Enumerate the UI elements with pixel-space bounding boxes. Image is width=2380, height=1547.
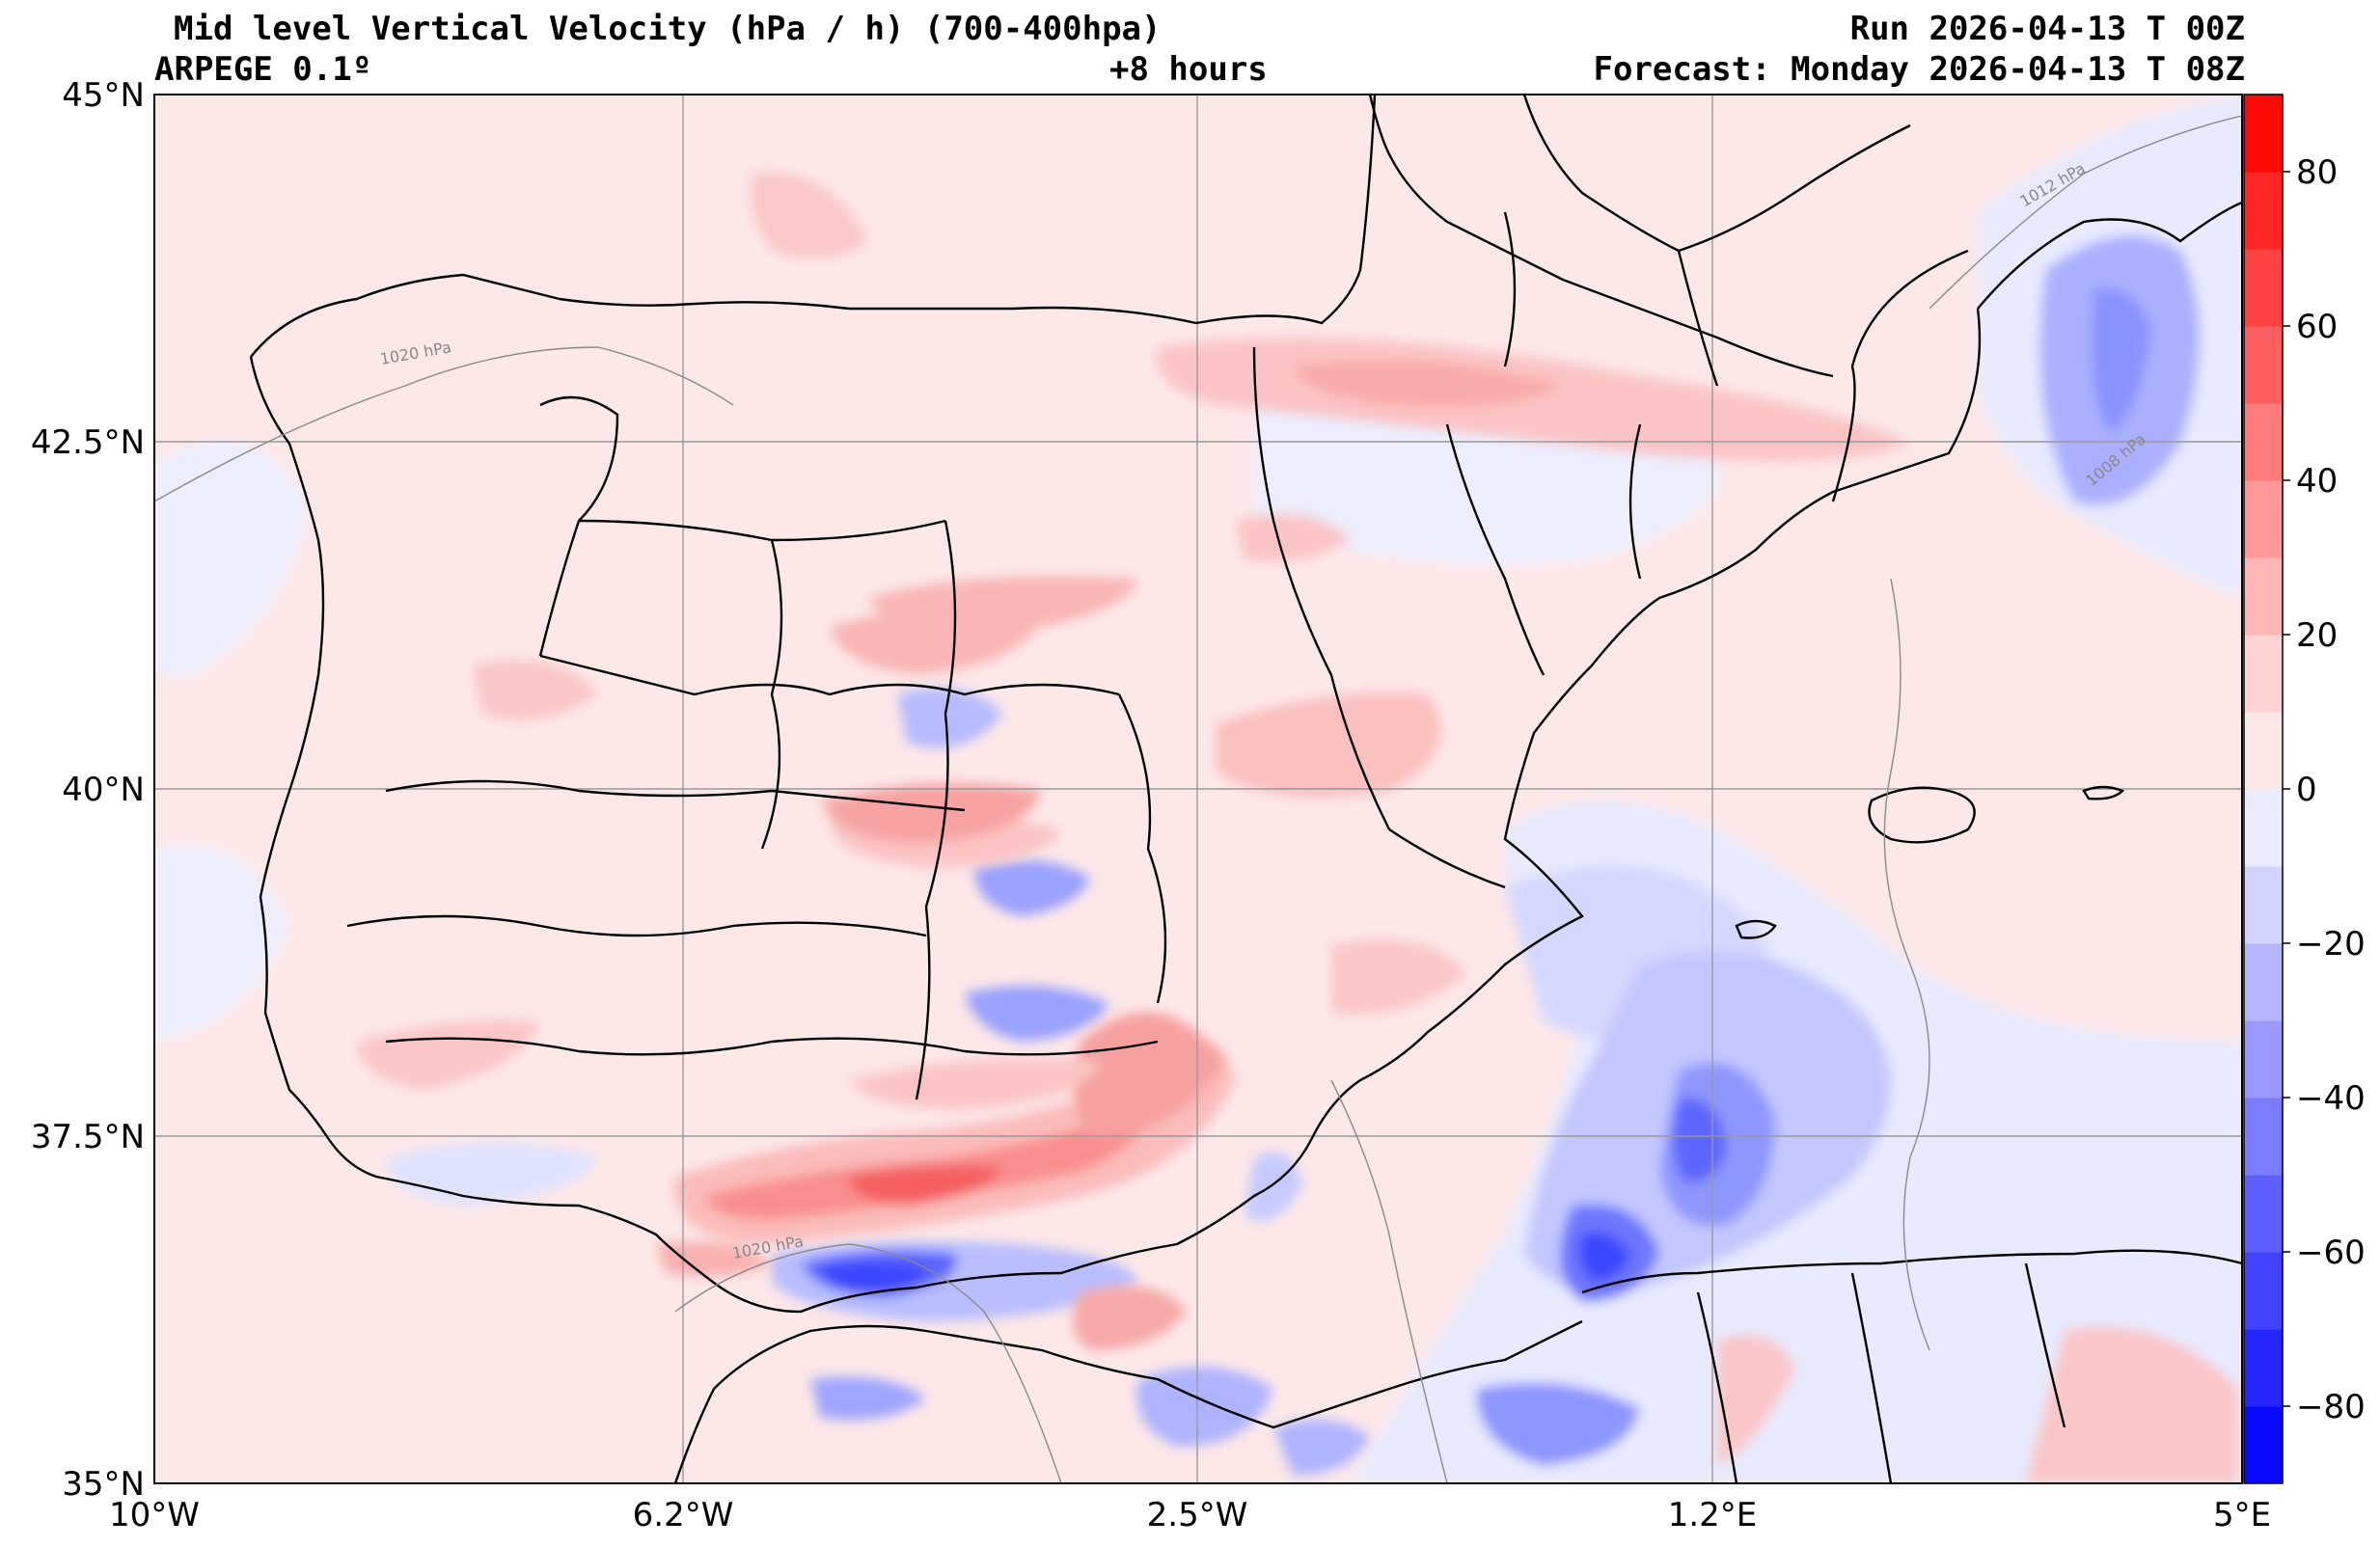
colorbar-tick-label: 40: [2296, 462, 2338, 501]
x-tick-label: 1.2°E: [1668, 1496, 1758, 1534]
colorbar-segment: [2244, 249, 2283, 327]
field-layer-positive: [357, 172, 2238, 1483]
colorbar-tick-label: −40: [2296, 1079, 2366, 1118]
y-tick-label: 42.5°N: [31, 423, 145, 462]
x-tick-label: 5°E: [2213, 1496, 2271, 1534]
colorbar-segment: [2244, 866, 2283, 944]
colorbar-segment: [2244, 712, 2283, 790]
colorbar-segment: [2244, 635, 2283, 713]
colorbar-tick-label: −20: [2296, 925, 2366, 963]
colorbar-segment: [2244, 403, 2283, 481]
colorbar: 80 60 40 20 0 −20 −40 −60 −80: [2243, 94, 2366, 1484]
colorbar-tick-label: −80: [2296, 1388, 2366, 1426]
colorbar-tick-label: −60: [2296, 1234, 2366, 1272]
y-axis: 35°N 37.5°N 40°N 42.5°N 45°N: [31, 76, 145, 1504]
map-title: Mid level Vertical Velocity (hPa / h) (7…: [174, 10, 1162, 48]
colorbar-segment: [2244, 789, 2283, 867]
colorbar-tick-label: 0: [2296, 771, 2317, 809]
y-tick-label: 40°N: [62, 771, 145, 809]
plot-frame: [153, 94, 2243, 1484]
colorbar-segment: [2244, 95, 2283, 173]
run-label: Run 2026-04-13 T 00Z: [1849, 10, 2245, 48]
colorbar-tick-label: 60: [2296, 308, 2338, 346]
colorbar-segment: [2244, 943, 2283, 1021]
x-axis: 10°W 6.2°W 2.5°W 1.2°E 5°E: [109, 1496, 2271, 1534]
y-tick-label: 37.5°N: [31, 1118, 145, 1156]
x-tick-label: 6.2°W: [633, 1496, 734, 1534]
colorbar-segment: [2244, 557, 2283, 636]
graticule: [154, 95, 2242, 1483]
coastlines: [249, 95, 2242, 1483]
lead-time: +8 hours: [1109, 50, 1268, 89]
colorbar-segment: [2244, 480, 2283, 558]
isobars: [154, 115, 2242, 1483]
colorbar-tick-label: 80: [2296, 153, 2338, 192]
colorbar-segment: [2244, 1175, 2283, 1253]
plot-area: 1020 hPa 1012 hPa 1008 hPa 1020 hPa: [154, 95, 2242, 1483]
colorbar-segment: [2244, 1252, 2283, 1330]
colorbar-segment: [2244, 1406, 2283, 1484]
y-tick-label: 45°N: [62, 76, 145, 115]
colorbar-segment: [2244, 1098, 2283, 1176]
model-label: ARPEGE 0.1º: [154, 50, 372, 89]
colorbar-segment: [2244, 326, 2283, 404]
x-tick-label: 10°W: [109, 1496, 200, 1534]
colorbar-segment: [2244, 1020, 2283, 1099]
y-tick-label: 35°N: [62, 1465, 145, 1504]
x-tick-label: 2.5°W: [1147, 1496, 1248, 1534]
colorbar-segment: [2244, 172, 2283, 250]
colorbar-segment: [2244, 1329, 2283, 1407]
colorbar-tick-label: 20: [2296, 616, 2338, 655]
forecast-label: Forecast: Monday 2026-04-13 T 08Z: [1593, 50, 2245, 89]
